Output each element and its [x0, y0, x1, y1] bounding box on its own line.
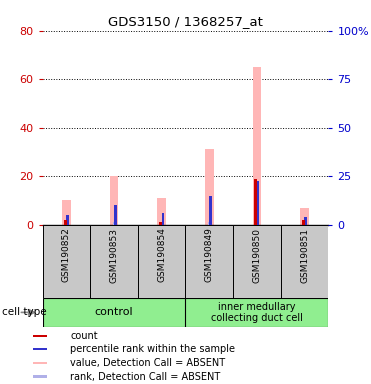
- Bar: [255, 179, 257, 225]
- Text: GSM190854: GSM190854: [157, 228, 166, 283]
- Text: GSM190852: GSM190852: [62, 228, 71, 283]
- Bar: [64, 220, 66, 225]
- Text: cell type: cell type: [2, 307, 46, 318]
- Bar: [256, 222, 258, 225]
- Bar: [205, 149, 214, 225]
- Text: inner medullary
collecting duct cell: inner medullary collecting duct cell: [211, 301, 303, 323]
- Bar: [90, 225, 138, 298]
- Text: GSM190853: GSM190853: [109, 228, 119, 283]
- Bar: [257, 181, 259, 225]
- Bar: [304, 222, 306, 225]
- Bar: [66, 222, 68, 225]
- Bar: [113, 222, 115, 225]
- Text: GSM190850: GSM190850: [252, 228, 262, 283]
- Bar: [62, 200, 71, 225]
- Bar: [186, 225, 233, 298]
- Bar: [233, 225, 281, 298]
- Bar: [209, 195, 212, 225]
- Text: rank, Detection Call = ABSENT: rank, Detection Call = ABSENT: [70, 372, 221, 382]
- Bar: [305, 217, 307, 225]
- Text: count: count: [70, 331, 98, 341]
- Text: control: control: [95, 307, 134, 318]
- Bar: [33, 348, 47, 351]
- Bar: [161, 222, 163, 225]
- Bar: [138, 225, 186, 298]
- Bar: [33, 362, 47, 364]
- Bar: [66, 215, 69, 225]
- Bar: [300, 208, 309, 225]
- Text: percentile rank within the sample: percentile rank within the sample: [70, 344, 236, 354]
- Bar: [253, 67, 261, 225]
- Bar: [110, 176, 118, 225]
- Bar: [43, 298, 186, 327]
- Bar: [157, 198, 166, 225]
- Bar: [162, 212, 164, 225]
- Bar: [302, 220, 305, 225]
- Bar: [209, 222, 211, 225]
- Text: value, Detection Call = ABSENT: value, Detection Call = ABSENT: [70, 358, 226, 368]
- Bar: [33, 334, 47, 337]
- Bar: [33, 376, 47, 378]
- Bar: [186, 298, 328, 327]
- Bar: [281, 225, 328, 298]
- Bar: [114, 205, 116, 225]
- Bar: [159, 222, 162, 225]
- Bar: [43, 225, 90, 298]
- Text: GSM190851: GSM190851: [300, 228, 309, 283]
- Title: GDS3150 / 1368257_at: GDS3150 / 1368257_at: [108, 15, 263, 28]
- Text: GSM190849: GSM190849: [205, 228, 214, 283]
